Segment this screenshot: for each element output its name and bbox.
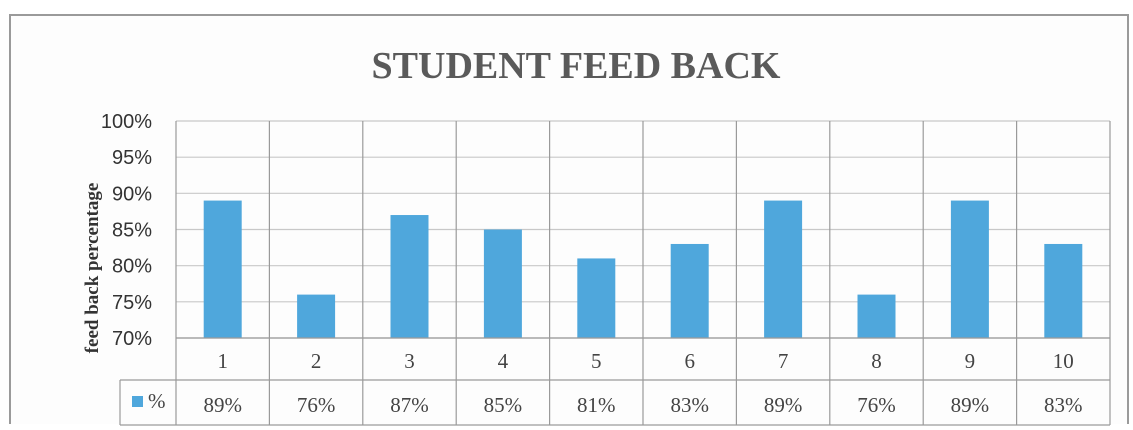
x-category-label: 9 bbox=[965, 349, 976, 373]
x-category-label: 3 bbox=[404, 349, 415, 373]
x-category-label: 2 bbox=[311, 349, 322, 373]
bar bbox=[483, 229, 522, 338]
y-tick-label: 90% bbox=[112, 183, 152, 205]
data-label: 76% bbox=[297, 393, 336, 417]
bar bbox=[764, 200, 803, 338]
y-tick-label: 85% bbox=[112, 220, 152, 242]
chart-frame bbox=[9, 14, 1129, 424]
bar bbox=[390, 215, 429, 338]
data-label: 76% bbox=[857, 393, 896, 417]
bar bbox=[577, 258, 616, 338]
legend-label: % bbox=[148, 389, 166, 413]
bar bbox=[670, 243, 709, 338]
y-tick-label: 80% bbox=[112, 256, 152, 278]
data-label: 89% bbox=[951, 393, 990, 417]
x-category-label: 1 bbox=[217, 349, 228, 373]
x-category-label: 7 bbox=[778, 349, 789, 373]
x-category-label: 10 bbox=[1053, 349, 1074, 373]
x-category-label: 6 bbox=[684, 349, 695, 373]
data-label: 85% bbox=[484, 393, 523, 417]
x-category-label: 8 bbox=[871, 349, 882, 373]
y-tick-labels: 70% 75% 80% 85% 90% 95% 100% bbox=[101, 111, 152, 350]
data-label: 83% bbox=[1044, 393, 1083, 417]
y-tick-label: 75% bbox=[112, 292, 152, 314]
legend-swatch bbox=[132, 396, 143, 407]
y-axis-label: feed back percentage bbox=[82, 183, 103, 354]
y-tick-label: 95% bbox=[112, 147, 152, 169]
y-tick-label: 100% bbox=[101, 111, 152, 133]
bar bbox=[203, 200, 242, 338]
bar bbox=[857, 294, 896, 338]
x-category-label: 5 bbox=[591, 349, 602, 373]
y-tick-label: 70% bbox=[112, 328, 152, 350]
data-label: 81% bbox=[577, 393, 616, 417]
data-label: 87% bbox=[390, 393, 429, 417]
data-label: 83% bbox=[670, 393, 709, 417]
chart-title: STUDENT FEED BACK bbox=[372, 45, 781, 87]
data-label: 89% bbox=[764, 393, 803, 417]
bar bbox=[950, 200, 989, 338]
bar bbox=[1044, 243, 1083, 338]
data-table: % 1 89% 2 76% 3 87% 4 85% 5 81% 6 83% 7 89% 8 76% 9 89% 10 8… bbox=[119, 121, 1111, 426]
data-label: 89% bbox=[203, 393, 242, 417]
bars bbox=[203, 200, 1083, 338]
bar bbox=[297, 294, 336, 338]
x-category-label: 4 bbox=[498, 349, 509, 373]
